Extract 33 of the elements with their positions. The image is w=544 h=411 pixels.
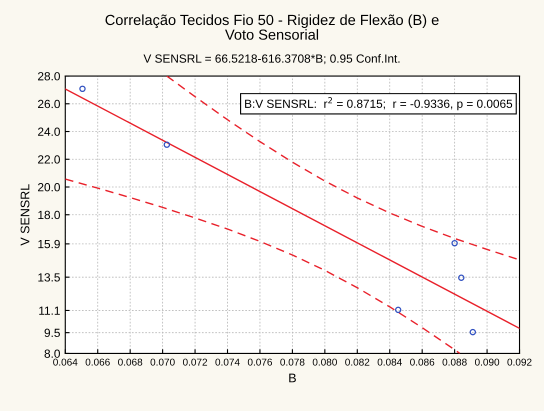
y-tick-label: 18.0 [38, 210, 60, 220]
line-series [166, 76, 520, 261]
x-tick-label: 0.088 [442, 358, 467, 366]
x-tick-label: 0.076 [248, 358, 272, 366]
y-tick-label: 15.9 [38, 240, 60, 248]
y-tick-label: 24.0 [38, 128, 60, 136]
line-series [65, 178, 461, 354]
x-tick-label: 0.084 [378, 358, 402, 366]
x-tick-label: 0.092 [507, 358, 532, 366]
y-tick-label: 9.5 [44, 328, 60, 338]
x-tick-label: 0.090 [474, 358, 500, 366]
x-tick-label: 0.080 [312, 358, 337, 366]
x-tick-label: 0.078 [280, 358, 304, 366]
x-tick-label: 0.082 [345, 358, 370, 366]
y-tick-label: 8.0 [44, 349, 60, 358]
y-tick-label: 11.1 [39, 306, 60, 315]
y-tick-label: 26.0 [38, 100, 60, 108]
y-tick-label: 28.0 [38, 72, 60, 80]
y-axis-title: V SENSRL [20, 184, 30, 246]
x-tick-label: 0.074 [215, 358, 240, 366]
x-tick-label: 0.070 [150, 358, 175, 366]
chart-subtitle: V SENSRL = 66.5218-616.3708*B; 0.95 Conf.Int. [143, 54, 400, 64]
x-axis-title: B [289, 374, 296, 382]
chart-title: Correlação Tecidos Fio 50 - Rigidez de Flexão (B) e Voto Sensorial [106, 14, 439, 40]
y-tick-label: 13.5 [38, 273, 60, 282]
y-tick-label: 20.0 [38, 183, 60, 192]
y-tick-label: 22.0 [38, 155, 60, 164]
x-tick-label: 0.064 [53, 358, 78, 366]
x-tick-label: 0.066 [86, 358, 110, 366]
x-tick-label: 0.068 [118, 358, 142, 366]
x-tick-label: 0.086 [410, 358, 434, 366]
annotation: B:V SENSRL: r$^{2}$ = 0.8715; r = -0.9336, p = 0.0065 [245, 97, 512, 110]
x-tick-label: 0.072 [182, 358, 208, 366]
